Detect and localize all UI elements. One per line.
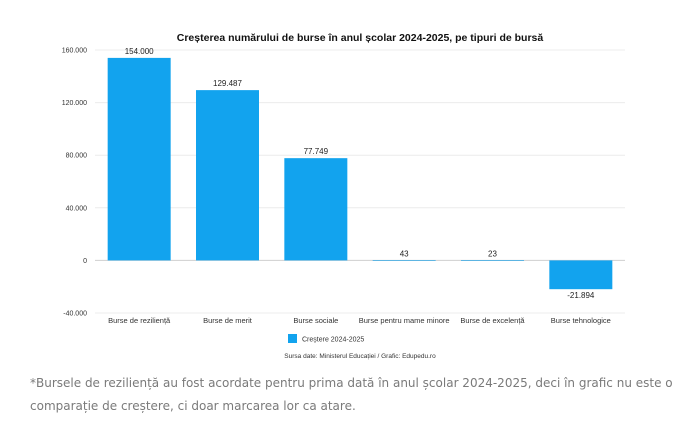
- category-label: Burse pentru mame minore: [359, 316, 450, 325]
- bar: [107, 57, 171, 261]
- legend-label: Creștere 2024-2025: [302, 337, 364, 344]
- data-label: 43: [400, 249, 409, 258]
- y-tick-label: -40.000: [63, 311, 87, 318]
- source-note: Sursa date: Ministerul Educației / Grafi…: [284, 353, 436, 360]
- bar: [284, 158, 348, 261]
- y-axis-ticks: 160.000 120.000 80.000 40.000 0 -40.000: [62, 48, 87, 318]
- chart-title: Creșterea numărului de burse în anul șco…: [177, 32, 544, 44]
- data-label: 23: [488, 249, 497, 258]
- data-label: 129.487: [213, 79, 242, 88]
- legend-swatch: [288, 334, 297, 343]
- data-label: 77.749: [304, 147, 329, 156]
- category-label: Burse de excelență: [460, 316, 525, 325]
- category-label: Burse de merit: [203, 316, 253, 325]
- bar-chart-svg: Creșterea numărului de burse în anul șco…: [62, 32, 625, 360]
- data-label: -21.894: [567, 291, 595, 300]
- category-label: Burse tehnologice: [551, 316, 611, 325]
- y-tick-label: 120.000: [62, 100, 87, 107]
- data-labels: 154.000 129.487 77.749 43 23 -21.894: [125, 47, 595, 300]
- y-tick-label: 160.000: [62, 48, 87, 55]
- legend: Creștere 2024-2025: [288, 334, 364, 344]
- y-tick-label: 0: [83, 258, 87, 265]
- data-label: 154.000: [125, 47, 154, 56]
- category-label: Burse de reziliență: [108, 316, 171, 325]
- bars: [107, 57, 613, 290]
- bar: [461, 260, 524, 261]
- bar: [549, 260, 613, 290]
- y-tick-label: 40.000: [66, 205, 88, 212]
- category-labels: Burse de reziliență Burse de merit Burse s…: [108, 316, 611, 325]
- gridlines: [95, 49, 625, 314]
- bar: [196, 90, 259, 261]
- bar: [372, 260, 436, 261]
- y-tick-label: 80.000: [66, 153, 88, 160]
- category-label: Burse sociale: [293, 316, 338, 325]
- chart: Creșterea numărului de burse în anul șco…: [62, 32, 625, 360]
- footnote: *Bursele de reziliență au fost acordate …: [30, 376, 673, 413]
